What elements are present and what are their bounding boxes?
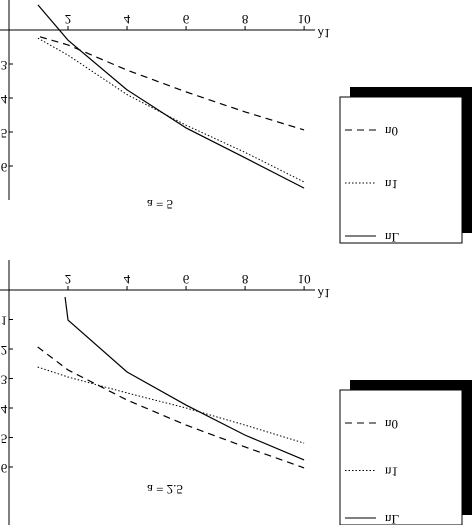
y-tick-label: 3 (1, 373, 8, 388)
x-tick-label: 10 (298, 12, 311, 27)
series-line (39, 36, 305, 131)
legend-label: nL (385, 230, 400, 245)
annotation: a = 2.5 (147, 482, 183, 497)
y-tick-label: 5 (1, 432, 8, 447)
x-tick-label: 10 (298, 272, 311, 287)
series-line (37, 366, 305, 444)
y-tick-label: 4 (1, 92, 8, 107)
legend-label: n1 (385, 465, 398, 480)
y-tick-label: 6 (1, 160, 8, 175)
series-line (37, 37, 305, 183)
x-tick-label: 2 (65, 12, 72, 27)
x-tick-label: 4 (124, 272, 131, 287)
y-tick-label: 2 (1, 343, 8, 358)
x-axis-label: λ1 (318, 286, 331, 301)
series-line (37, 346, 305, 469)
y-tick-label: 4 (1, 402, 8, 417)
y-tick-label: 6 (1, 461, 8, 476)
x-tick-label: 4 (124, 12, 131, 27)
x-axis-label: λ1 (318, 26, 331, 41)
legend-box (339, 389, 463, 525)
legend-label: n1 (385, 177, 398, 192)
legend-box (339, 96, 463, 244)
x-tick-label: 6 (183, 12, 190, 27)
series-line (64, 297, 305, 461)
annotation: a = 5 (147, 197, 173, 212)
y-tick-label: 1 (1, 314, 8, 329)
legend-label: n0 (385, 417, 398, 432)
x-tick-label: 8 (242, 12, 249, 27)
series-line (37, 4, 305, 189)
x-tick-label: 2 (65, 272, 72, 287)
x-tick-label: 8 (242, 272, 249, 287)
y-tick-label: 5 (1, 126, 8, 141)
legend-label: n0 (385, 124, 398, 139)
legend-label: nL (385, 512, 400, 525)
x-tick-label: 6 (183, 272, 190, 287)
y-tick-label: 3 (1, 58, 8, 73)
